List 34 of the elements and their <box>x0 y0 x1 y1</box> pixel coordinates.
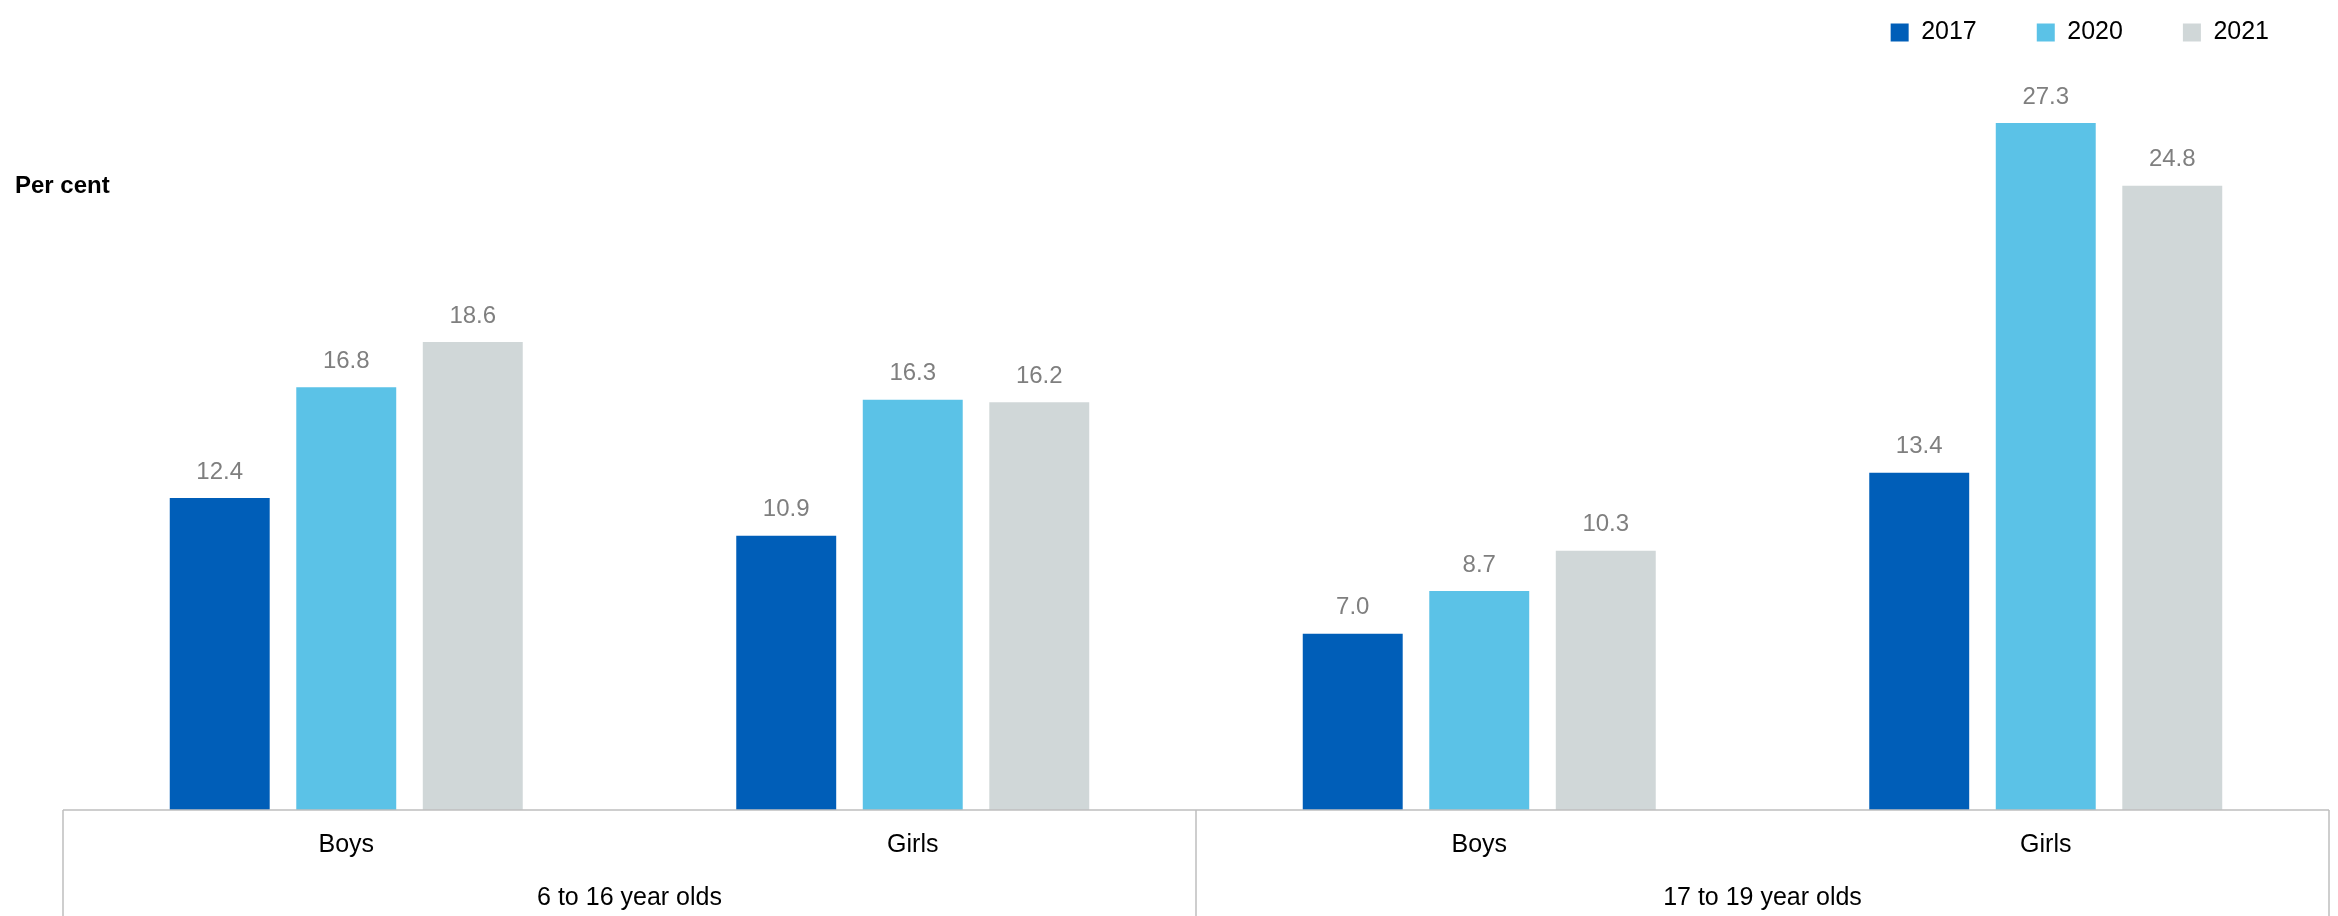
bar <box>1869 472 1970 810</box>
legend-label: 2020 <box>2067 16 2123 45</box>
legend-label: 2021 <box>2213 16 2270 45</box>
x-tick-label: Girls <box>887 828 939 857</box>
bar <box>1302 633 1403 810</box>
data-label: 13.4 <box>1895 431 1943 459</box>
data-label: 18.6 <box>449 300 497 328</box>
x-tick-label: Boys <box>1451 828 1508 857</box>
data-label: 16.8 <box>322 345 370 373</box>
data-label: 27.3 <box>2022 81 2070 109</box>
data-label: 24.8 <box>2148 144 2196 172</box>
bar <box>169 497 270 810</box>
bar <box>1995 122 2096 810</box>
bar <box>422 341 523 810</box>
bar <box>1429 591 1530 810</box>
bar <box>989 402 1090 810</box>
text: 6 to 16 year olds <box>537 881 722 910</box>
bar <box>296 387 397 810</box>
data-label: 7.0 <box>1336 592 1370 620</box>
data-label: 16.2 <box>1015 360 1063 388</box>
data-label: 8.7 <box>1462 549 1496 577</box>
x-tick-label: Boys <box>318 828 375 857</box>
data-label: 10.9 <box>762 494 810 522</box>
data-label: 10.3 <box>1582 509 1630 537</box>
legend-label: 2017 <box>1921 16 1977 45</box>
data-label: 12.4 <box>196 456 244 484</box>
bar <box>862 399 963 810</box>
x-tick-label: Girls <box>2020 828 2072 857</box>
bar <box>1555 550 1656 810</box>
bar <box>2122 185 2223 810</box>
bar <box>736 535 837 810</box>
text: 17 to 19 year olds <box>1663 881 1862 910</box>
y-axis-title: Per cent <box>15 170 110 198</box>
data-label: 16.3 <box>889 358 937 386</box>
